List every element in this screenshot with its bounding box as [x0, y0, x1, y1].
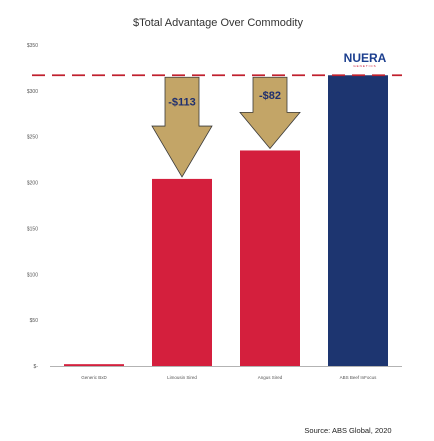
y-tick-label: $150 [27, 226, 38, 232]
bar [328, 75, 388, 366]
gap-label: -$82 [259, 90, 281, 102]
source-note: Source: ABS Global, 2020 [304, 426, 391, 435]
y-tick-label: $- [34, 364, 39, 370]
bar [64, 364, 124, 366]
x-tick-label: Limousin Sired [167, 375, 197, 380]
y-tick-label: $100 [27, 272, 38, 278]
nuera-logo: NUERA GENETICS [344, 51, 387, 68]
y-tick-label: $250 [27, 135, 38, 141]
x-tick-label: ABS Beef InFocus [340, 375, 378, 380]
x-tick-label: Generic BxD [81, 375, 107, 380]
bar [240, 150, 300, 366]
logo-brand: NUERA [344, 51, 387, 65]
gap-arrow [239, 76, 301, 150]
x-tick-label: Angus Sired [258, 375, 283, 380]
y-tick-label: $300 [27, 89, 38, 95]
gap-arrow [151, 76, 213, 178]
y-tick-label: $200 [27, 181, 38, 187]
logo-subtitle: GENETICS [353, 64, 376, 68]
chart-title: $Total Advantage Over Commodity [133, 17, 303, 29]
y-tick-label: $50 [30, 318, 39, 324]
y-tick-label: $350 [27, 43, 38, 49]
bar [152, 178, 212, 366]
gap-label: -$113 [168, 97, 196, 109]
